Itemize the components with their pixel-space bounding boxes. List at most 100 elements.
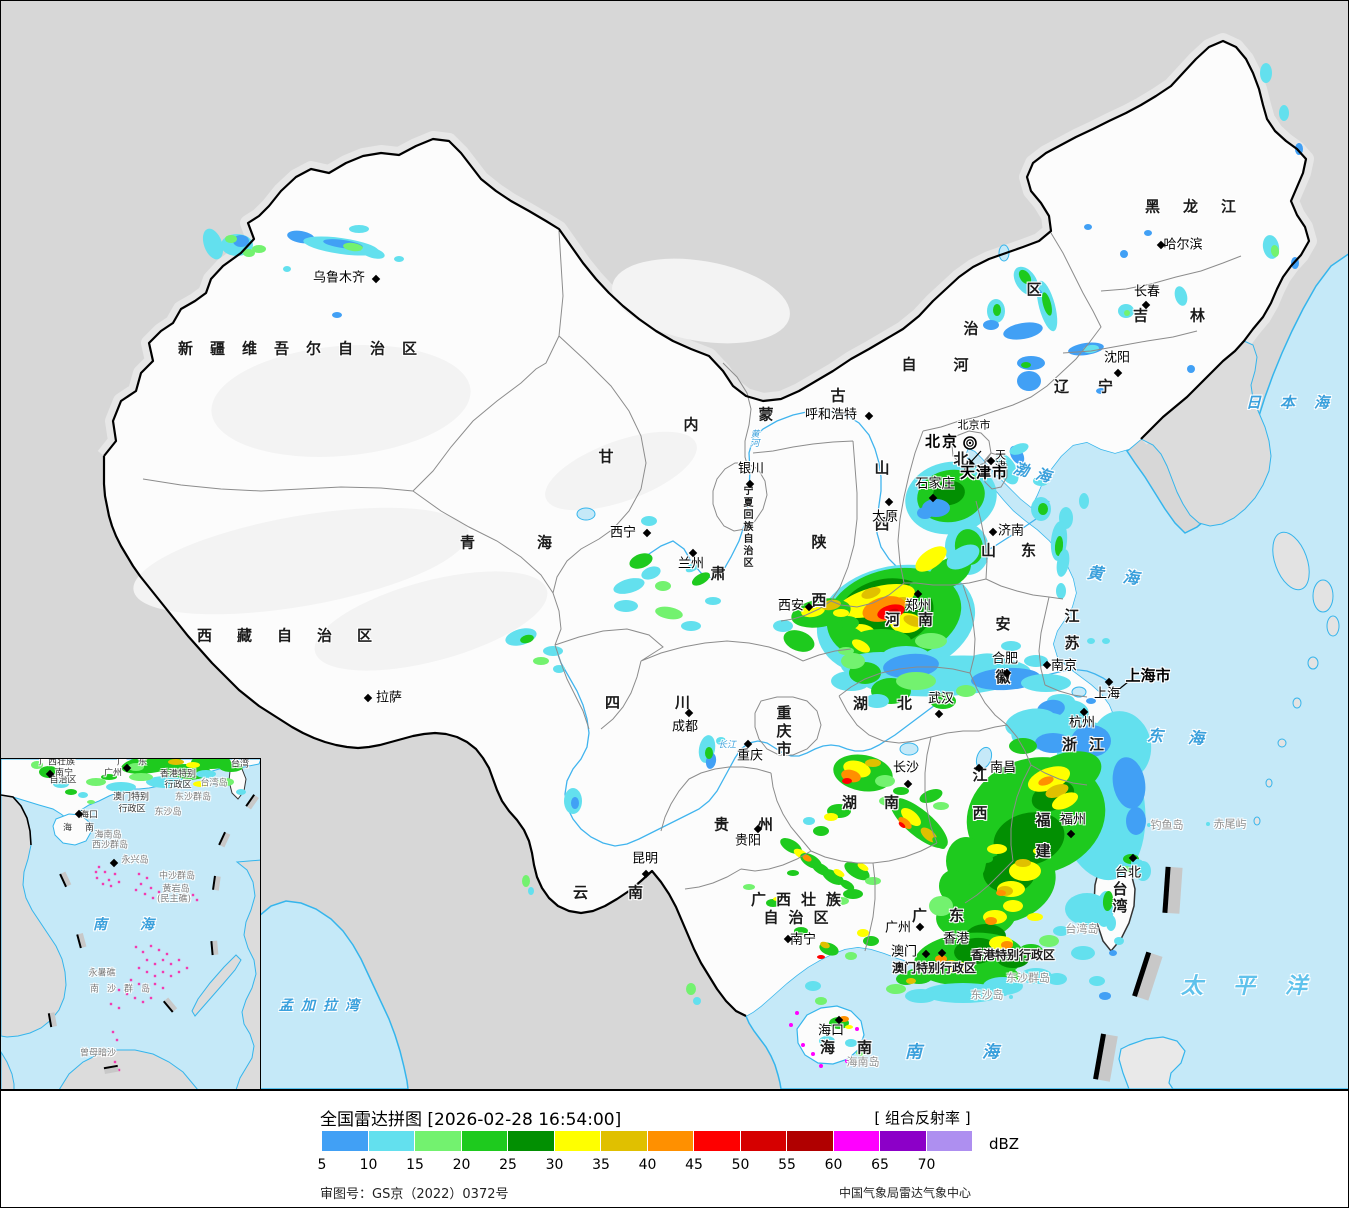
radar-echo: [845, 1039, 857, 1047]
inset-borneo: [59, 1049, 198, 1089]
radar-echo: [839, 879, 855, 891]
radar-echo: [803, 817, 815, 825]
radar-echo: [802, 854, 812, 862]
radar-echo: [879, 796, 899, 806]
inset-palawan: [191, 954, 242, 1017]
radar-echo: [906, 978, 916, 984]
radar-echo: [716, 737, 726, 745]
radar-echo: [1112, 757, 1146, 809]
legend-tick-60: 60: [824, 1157, 843, 1173]
japan-islands: [1253, 531, 1340, 826]
radar-echo: [129, 773, 153, 781]
reef-dot: [153, 974, 157, 978]
radar-echo: [819, 1064, 823, 1068]
reef-dot: [177, 970, 181, 974]
inset-malaya: [1, 1051, 15, 1089]
radar-echo: [520, 634, 534, 644]
radar-echo: [1102, 891, 1114, 911]
radar-echo: [1033, 476, 1049, 486]
radar-echo: [705, 597, 721, 605]
radar-echo: [956, 685, 976, 697]
radar-echo: [929, 896, 953, 916]
radar-echo: [766, 899, 780, 907]
radar-echo: [811, 1052, 815, 1056]
reef-dot: [145, 970, 149, 974]
radar-echo: [923, 983, 1003, 1003]
reef-dot: [137, 966, 141, 970]
radar-echo: [865, 759, 881, 767]
inset-vietnam-border: [1, 794, 32, 846]
legend-block-25: [508, 1131, 555, 1151]
south-china-sea-inset[interactable]: 广西壮族 自治区 南宁 广州 广东 香港特别 行政区 澳门特别 行政区 台湾 台湾岛 东沙群岛 东沙岛海…: [1, 758, 261, 1089]
radar-echo: [915, 633, 947, 649]
radar-echo: [845, 1059, 849, 1063]
legend-tick-40: 40: [638, 1157, 657, 1173]
radar-echo: [1020, 968, 1052, 984]
reef-dot: [139, 882, 143, 886]
radar-echo: [349, 225, 369, 233]
radar-echo: [1033, 847, 1049, 855]
reef-dot: [157, 890, 161, 894]
radar-echo: [1095, 831, 1123, 871]
legend-tick-10: 10: [359, 1157, 378, 1173]
radar-echo: [883, 653, 939, 679]
radar-echo: [543, 646, 563, 656]
radar-echo: [845, 952, 857, 960]
radar-echo: [1087, 638, 1095, 644]
radar-echo: [933, 480, 965, 506]
radar-echo: [903, 615, 923, 627]
legend-tick-55: 55: [778, 1157, 796, 1173]
reef-dot: [109, 1002, 113, 1006]
radar-echo: [1035, 733, 1071, 753]
map-title: 全国雷达拼图 [2026-02-28 16:54:00]: [320, 1110, 622, 1130]
reef-dot: [169, 974, 173, 978]
radar-echo: [146, 776, 186, 788]
reef-dot: [151, 896, 155, 900]
radar-echo: [824, 813, 838, 821]
radar-echo: [993, 304, 1001, 316]
radar-echo: [1024, 655, 1048, 667]
radar-echo: [893, 787, 909, 795]
boundary-dash: [162, 997, 178, 1013]
radar-echo: [252, 245, 266, 253]
radar-echo: [168, 759, 184, 765]
radar-echo: [787, 870, 799, 876]
legend-tick-20: 20: [452, 1157, 471, 1173]
radar-echo: [87, 800, 95, 804]
radar-echo: [901, 808, 921, 826]
radar-echo: [985, 917, 997, 925]
radar-echo: [855, 1027, 859, 1031]
radar-echo: [522, 875, 530, 887]
map-canvas[interactable]: 新疆维吾尔自治区 西藏自治区 青海甘肃四川 云南 贵州 重庆市 陕西 山西 河北 河南 山东内蒙古自…: [1, 1, 1348, 1089]
inset-echo-layer: [31, 759, 246, 804]
radar-echo: [917, 507, 933, 519]
reef-dot: [117, 988, 121, 992]
radar-echo: [875, 775, 895, 787]
reef-dot: [137, 982, 141, 986]
sea-bengal: [258, 900, 409, 1089]
radar-echo: [1003, 992, 1007, 996]
radar-echo: [1009, 995, 1013, 999]
radar-echo: [1086, 698, 1096, 704]
radar-echo: [641, 566, 661, 580]
reef-dot: [191, 893, 195, 897]
radar-echo: [815, 997, 827, 1005]
radar-echo: [1120, 250, 1128, 258]
inset-sea: [1, 759, 260, 1089]
radar-echo: [915, 546, 947, 572]
radar-echo: [106, 782, 136, 792]
boundary-dash: [245, 794, 259, 810]
radar-echo: [1030, 289, 1042, 297]
dbz-unit-label: dBZ: [989, 1135, 1020, 1153]
legend-block-35: [601, 1131, 648, 1151]
radar-echo: [394, 256, 404, 262]
radar-echo: [614, 600, 638, 612]
radar-echo: [1042, 292, 1052, 316]
radar-echo: [65, 789, 77, 795]
reef-dot: [125, 992, 129, 996]
inset-dash-line-layer: [47, 794, 259, 1074]
luzon-land: [1118, 1036, 1186, 1089]
inset-philippines: [235, 859, 260, 1089]
radar-echo: [1187, 365, 1195, 373]
radar-echo: [1071, 725, 1111, 757]
